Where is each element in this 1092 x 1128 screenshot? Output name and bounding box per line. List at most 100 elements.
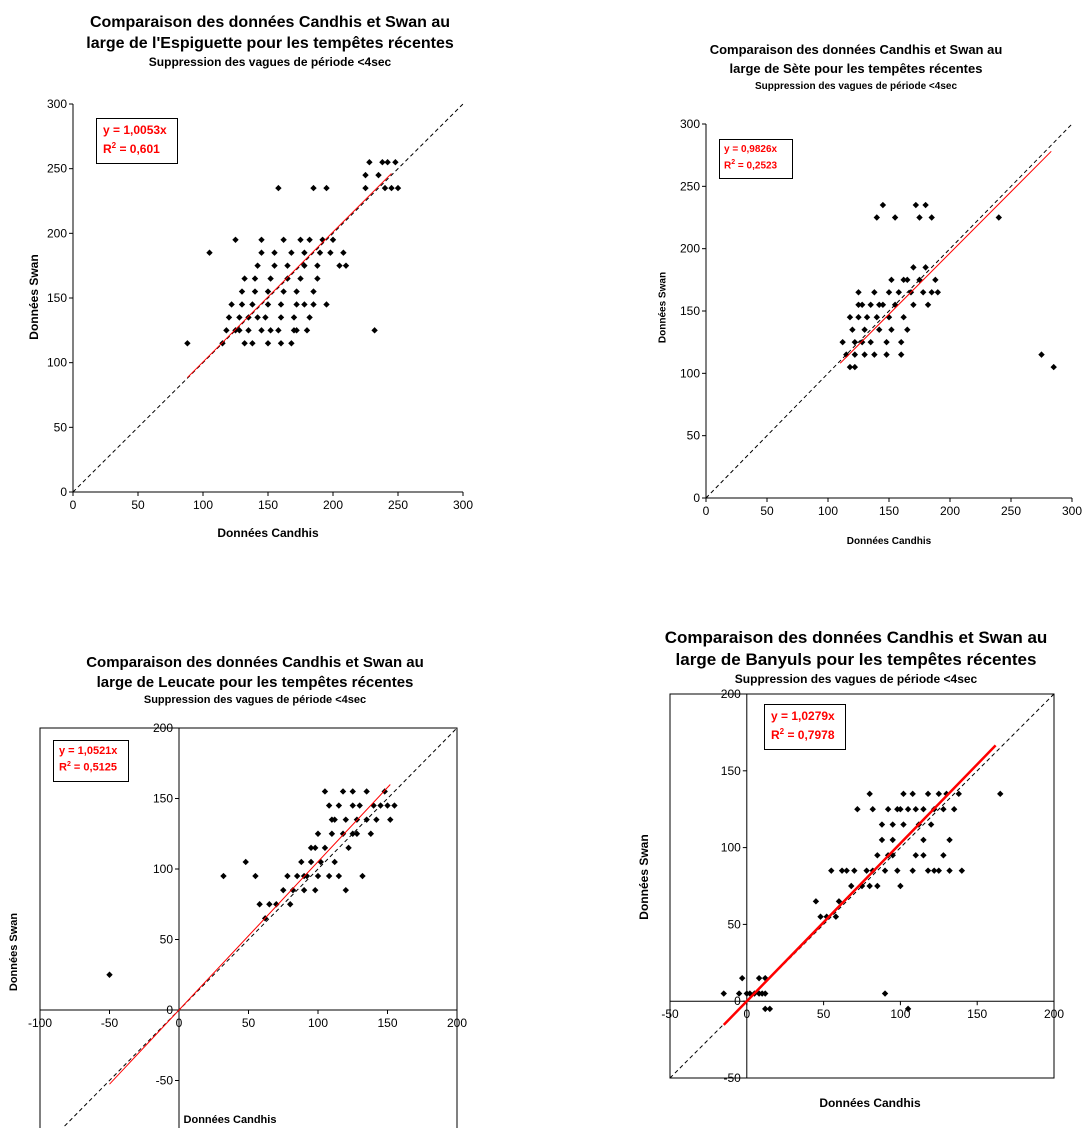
data-point (356, 802, 363, 809)
data-point (290, 314, 298, 321)
data-point (321, 788, 329, 795)
data-point (312, 886, 319, 894)
trend-line (187, 173, 392, 378)
x-axis-label: Données Candhis (846, 536, 932, 547)
data-point (325, 802, 333, 809)
data-point (879, 301, 887, 308)
data-point (301, 249, 308, 256)
identity-reference-line (705, 123, 1073, 499)
data-point (232, 236, 239, 243)
data-point (284, 262, 291, 269)
data-point (863, 314, 871, 321)
data-point (266, 901, 273, 908)
data-point (883, 338, 890, 346)
data-point (934, 289, 941, 296)
data-point (329, 236, 337, 243)
data-point (916, 214, 923, 221)
data-point (910, 264, 917, 271)
x-tick-label: 0 (176, 1016, 183, 1030)
data-point (738, 974, 746, 982)
data-point (328, 830, 336, 837)
regression-equation: y = 1,0053x (103, 123, 167, 137)
data-point (264, 288, 272, 295)
data-point (766, 1005, 774, 1013)
data-point (381, 184, 389, 192)
data-point (363, 788, 370, 795)
data-point (924, 867, 932, 874)
data-point (288, 249, 295, 256)
data-point (855, 289, 862, 296)
chart-title-line1: Comparaison des données Candhis et Swan … (664, 628, 1048, 647)
data-point (251, 275, 259, 282)
data-point (335, 872, 343, 880)
data-point (928, 289, 935, 296)
data-point (335, 802, 343, 809)
data-point (310, 184, 317, 192)
data-point (366, 159, 373, 166)
trend-line (722, 744, 997, 1026)
regression-equation: y = 1,0279x (771, 709, 835, 723)
data-point (301, 262, 308, 269)
y-axis-label: Données Swan (27, 254, 41, 340)
data-point (863, 867, 870, 874)
regression-equation-box: y = 0,9826x R2 = 0,2523 (719, 139, 793, 179)
data-point (851, 867, 858, 874)
data-point (995, 214, 1002, 221)
data-point (254, 314, 261, 321)
data-point (927, 821, 935, 828)
data-point (946, 867, 953, 874)
data-point (254, 262, 261, 269)
data-point (367, 830, 375, 837)
data-point (866, 882, 873, 890)
data-point (219, 340, 226, 347)
chart-title-line2: large de Leucate pour les tempêtes récen… (96, 674, 414, 691)
identity-reference-line (61, 727, 458, 1128)
data-point (293, 327, 300, 334)
data-point (846, 314, 854, 321)
data-point (339, 830, 347, 837)
data-point (935, 790, 942, 798)
data-point (855, 314, 862, 321)
regression-equation-box: y = 1,0053x R2 = 0,601 (96, 118, 178, 164)
chart-title-line1: Comparaison des données Candhis et Swan … (89, 14, 451, 31)
data-point (755, 974, 763, 982)
y-tick-label: 50 (727, 917, 741, 931)
y-tick-label: 100 (721, 841, 741, 855)
data-point (866, 790, 873, 798)
data-point (349, 802, 356, 809)
chart-title-line1: Comparaison des données Candhis et Swan … (709, 42, 1003, 57)
y-tick-label: 50 (160, 933, 174, 947)
data-point (307, 858, 315, 866)
scatter-plot: 0 50 100 150 200 250 300 0 50 100 150 200 250 300 (680, 117, 1082, 518)
r-squared: R2 = 0,601 (103, 141, 160, 156)
x-tick-label: 150 (879, 504, 899, 518)
data-point (888, 276, 895, 284)
data-point (874, 852, 881, 859)
data-point (252, 872, 259, 880)
data-point (858, 882, 866, 890)
y-tick-label: 150 (680, 304, 700, 318)
data-point (275, 327, 282, 334)
chart-sete: Comparaison des données Candhis et Swan … (620, 0, 1092, 560)
data-point (267, 275, 274, 282)
x-tick-label: 200 (1044, 1007, 1064, 1021)
data-point (898, 338, 905, 346)
data-point (325, 872, 333, 880)
data-point (353, 830, 361, 837)
data-point (280, 288, 287, 295)
data-point (258, 236, 265, 243)
data-point (262, 314, 269, 321)
data-point (388, 184, 395, 192)
data-point (855, 301, 862, 308)
x-tick-label: 50 (131, 498, 145, 512)
data-point (851, 351, 859, 358)
x-tick-label: 250 (388, 498, 408, 512)
chart-title-line2: large de l'Espiguette pour les tempêtes … (86, 35, 454, 52)
x-tick-label: 50 (760, 504, 774, 518)
data-point (900, 821, 907, 828)
data-point (912, 852, 919, 859)
regression-equation-box: y = 1,0521x R2 = 0,5125 (53, 740, 129, 782)
data-point (264, 340, 272, 347)
data-point (889, 836, 896, 844)
